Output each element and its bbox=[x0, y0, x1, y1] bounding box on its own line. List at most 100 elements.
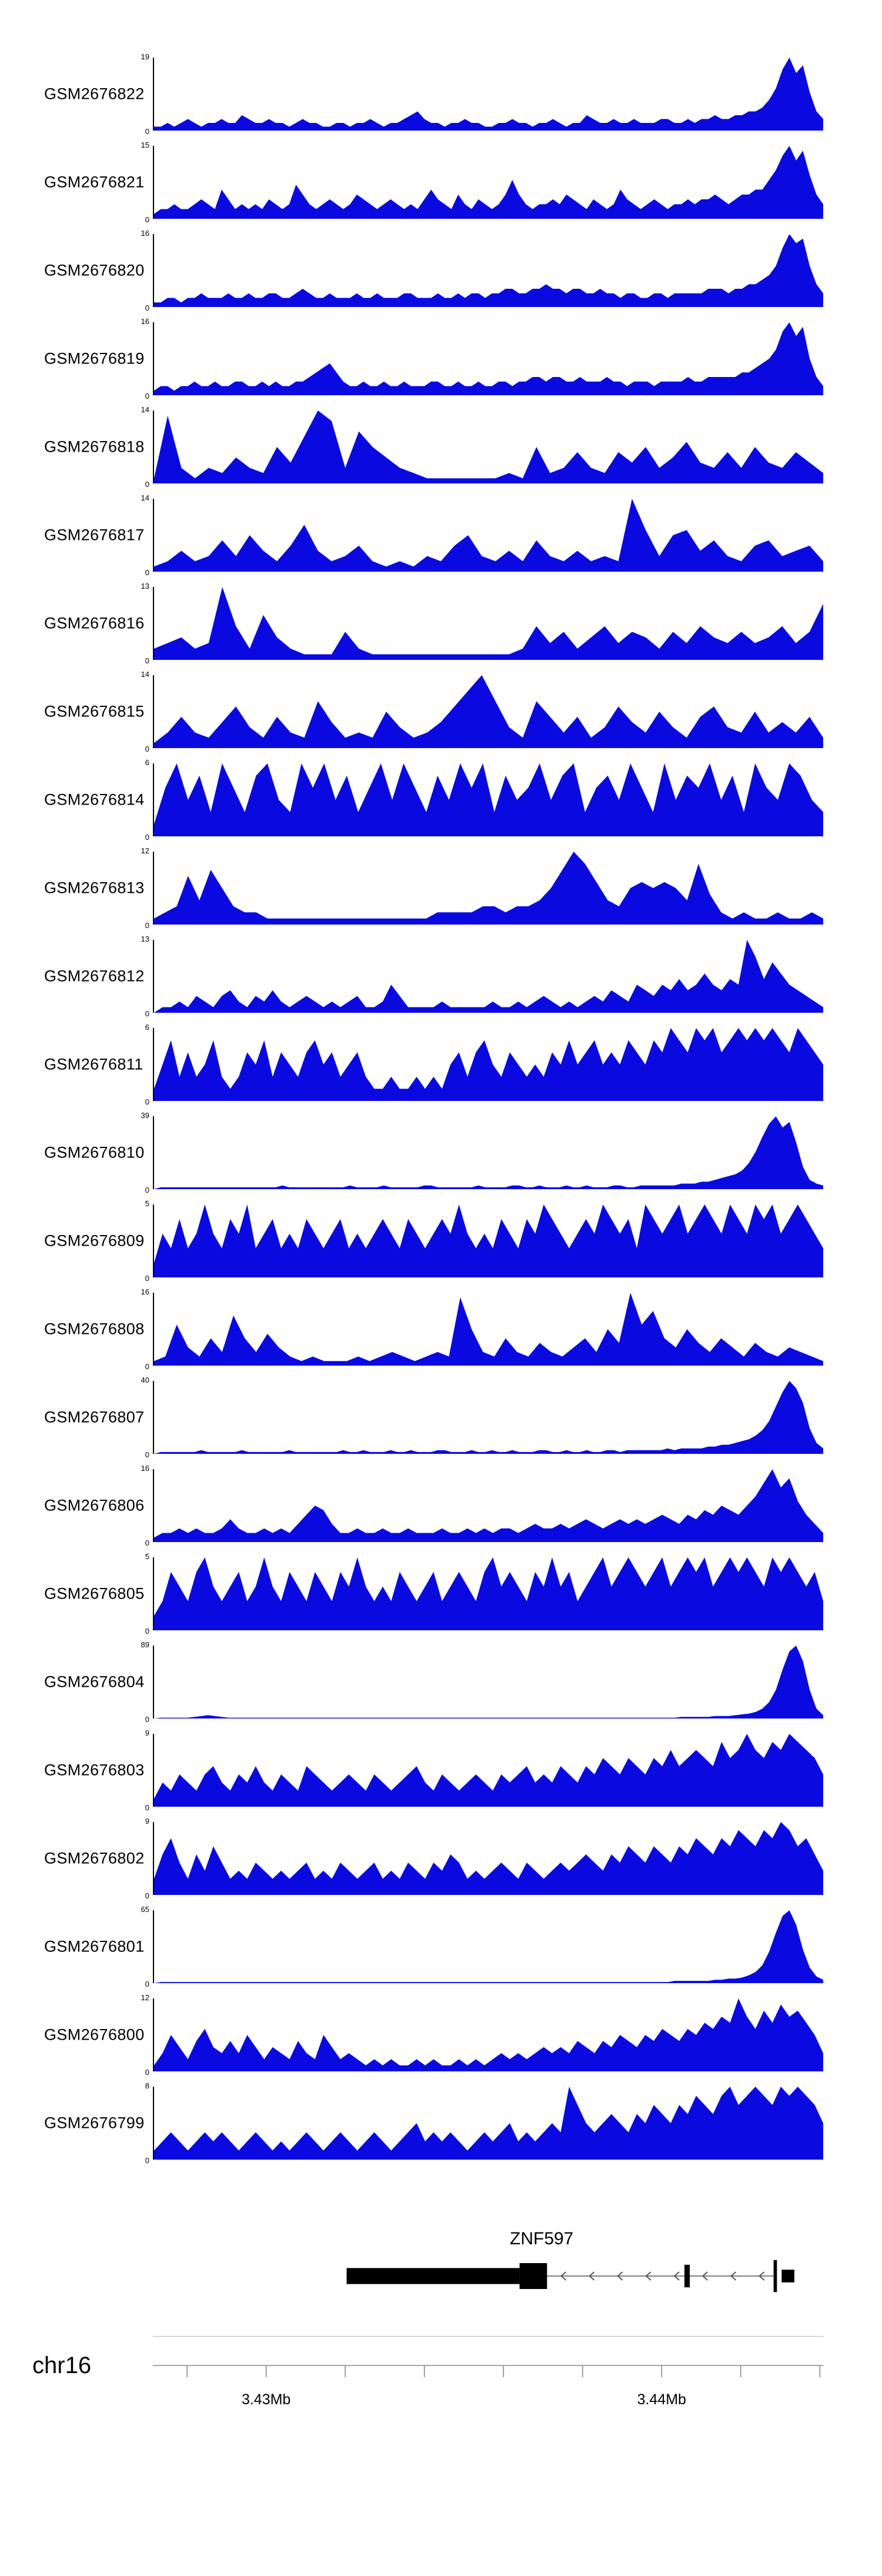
y-axis-zero-label: 0 bbox=[145, 2068, 149, 2077]
track-plot-area: 14 0 bbox=[141, 668, 823, 756]
signal-area-chart bbox=[153, 1204, 823, 1277]
signal-area bbox=[154, 1116, 823, 1189]
signal-track: GSM2676809 5 0 bbox=[0, 1197, 882, 1285]
track-plot-area: 5 0 bbox=[145, 1197, 823, 1285]
track-plot-area: 13 0 bbox=[141, 579, 823, 668]
signal-track: GSM2676820 16 0 bbox=[0, 226, 882, 315]
sample-label: GSM2676818 bbox=[44, 438, 145, 456]
sample-label: GSM2676801 bbox=[44, 1937, 145, 1956]
y-axis-max-label: 89 bbox=[141, 1640, 149, 1649]
y-axis-max-label: 6 bbox=[145, 758, 149, 767]
track-plot-area: 39 0 bbox=[141, 1109, 823, 1197]
sample-label: GSM2676804 bbox=[44, 1673, 145, 1691]
y-axis-max-label: 13 bbox=[141, 935, 149, 943]
sample-label: GSM2676815 bbox=[44, 702, 145, 720]
sample-label: GSM2676802 bbox=[44, 1849, 145, 1867]
signal-track: GSM2676800 12 0 bbox=[0, 1991, 882, 2079]
sample-label: GSM2676821 bbox=[44, 173, 145, 191]
signal-area bbox=[154, 234, 823, 307]
signal-area-chart bbox=[153, 763, 823, 836]
y-axis-max-label: 16 bbox=[141, 229, 149, 238]
y-axis-zero-label: 0 bbox=[145, 745, 149, 753]
signal-area bbox=[154, 1557, 823, 1630]
signal-track: GSM2676815 14 0 bbox=[0, 668, 882, 756]
signal-area bbox=[154, 1734, 823, 1807]
signal-track: GSM2676799 8 0 bbox=[0, 2079, 882, 2167]
track-plot-area: 89 0 bbox=[141, 1638, 823, 1726]
sample-label: GSM2676810 bbox=[44, 1143, 145, 1162]
track-plot-area: 8 0 bbox=[145, 2079, 823, 2167]
y-axis-zero-label: 0 bbox=[145, 480, 149, 489]
signal-track: GSM2676802 9 0 bbox=[0, 1814, 882, 1903]
gene-exon-block bbox=[781, 2270, 794, 2283]
sample-label: GSM2676808 bbox=[44, 1320, 145, 1338]
track-plot-area: 15 0 bbox=[141, 138, 823, 226]
signal-area bbox=[154, 763, 823, 836]
signal-area bbox=[154, 940, 823, 1013]
track-plot-area: 14 0 bbox=[141, 491, 823, 579]
y-axis-zero-label: 0 bbox=[145, 1450, 149, 1459]
signal-area-chart bbox=[153, 499, 823, 572]
signal-area-chart bbox=[153, 1381, 823, 1454]
sample-label: GSM2676822 bbox=[44, 85, 145, 103]
signal-track: GSM2676804 89 0 bbox=[0, 1638, 882, 1726]
sample-label: GSM2676820 bbox=[44, 261, 145, 279]
y-axis-zero-label: 0 bbox=[145, 568, 149, 577]
signal-track: GSM2676811 6 0 bbox=[0, 1020, 882, 1109]
track-plot-area: 65 0 bbox=[141, 1903, 823, 1991]
y-axis-zero-label: 0 bbox=[145, 2156, 149, 2165]
signal-area-chart bbox=[153, 1998, 823, 2071]
strand-arrow-icon bbox=[589, 2271, 595, 2281]
y-axis-zero-label: 0 bbox=[145, 1274, 149, 1283]
y-axis-zero-label: 0 bbox=[145, 1627, 149, 1636]
sample-label: GSM2676819 bbox=[44, 349, 145, 368]
y-axis-max-label: 40 bbox=[141, 1376, 149, 1384]
y-axis-zero-label: 0 bbox=[145, 392, 149, 401]
y-axis-max-label: 15 bbox=[141, 141, 149, 149]
y-axis-max-label: 16 bbox=[141, 1464, 149, 1473]
sample-label: GSM2676799 bbox=[44, 2114, 145, 2132]
y-axis-max-label: 9 bbox=[145, 1817, 149, 1826]
signal-track: GSM2676807 40 0 bbox=[0, 1373, 882, 1461]
signal-track: GSM2676812 13 0 bbox=[0, 932, 882, 1020]
strand-arrow-icon bbox=[701, 2271, 708, 2281]
signal-area bbox=[154, 1910, 823, 1983]
y-axis-max-label: 13 bbox=[141, 582, 149, 590]
signal-area-chart bbox=[153, 58, 823, 131]
signal-track: GSM2676814 6 0 bbox=[0, 756, 882, 844]
gene-exon-block bbox=[773, 2260, 777, 2293]
signal-area-chart bbox=[153, 1910, 823, 1983]
sample-label: GSM2676805 bbox=[44, 1584, 145, 1603]
y-axis-max-label: 5 bbox=[145, 1199, 149, 1208]
signal-area-chart bbox=[153, 1557, 823, 1630]
sample-label: GSM2676812 bbox=[44, 967, 145, 985]
signal-track: GSM2676806 16 0 bbox=[0, 1461, 882, 1550]
y-axis-max-label: 12 bbox=[141, 1993, 149, 2002]
signal-area-chart bbox=[153, 234, 823, 307]
y-axis-max-label: 14 bbox=[141, 493, 149, 502]
signal-track: GSM2676819 16 0 bbox=[0, 315, 882, 403]
y-axis-max-label: 39 bbox=[141, 1111, 149, 1120]
y-axis-max-label: 9 bbox=[145, 1729, 149, 1737]
gene-name-label: ZNF597 bbox=[510, 2229, 574, 2248]
y-axis-zero-label: 0 bbox=[145, 127, 149, 136]
track-plot-area: 14 0 bbox=[141, 403, 823, 491]
track-plot-area: 12 0 bbox=[141, 844, 823, 932]
signal-area bbox=[154, 322, 823, 395]
sample-label: GSM2676806 bbox=[44, 1496, 145, 1514]
signal-area-chart bbox=[153, 1734, 823, 1807]
y-axis-zero-label: 0 bbox=[145, 1097, 149, 1106]
sample-label: GSM2676803 bbox=[44, 1761, 145, 1779]
y-axis-zero-label: 0 bbox=[145, 656, 149, 665]
signal-track: GSM2676810 39 0 bbox=[0, 1109, 882, 1197]
signal-area bbox=[154, 1469, 823, 1542]
signal-track: GSM2676813 12 0 bbox=[0, 844, 882, 932]
signal-area-chart bbox=[153, 411, 823, 483]
strand-arrow-icon bbox=[730, 2271, 737, 2281]
signal-area-chart bbox=[153, 852, 823, 925]
y-axis-max-label: 12 bbox=[141, 846, 149, 855]
strand-arrow-icon bbox=[645, 2271, 652, 2281]
signal-area bbox=[154, 1646, 823, 1719]
sample-label: GSM2676816 bbox=[44, 614, 145, 632]
y-axis-max-label: 16 bbox=[141, 1287, 149, 1296]
